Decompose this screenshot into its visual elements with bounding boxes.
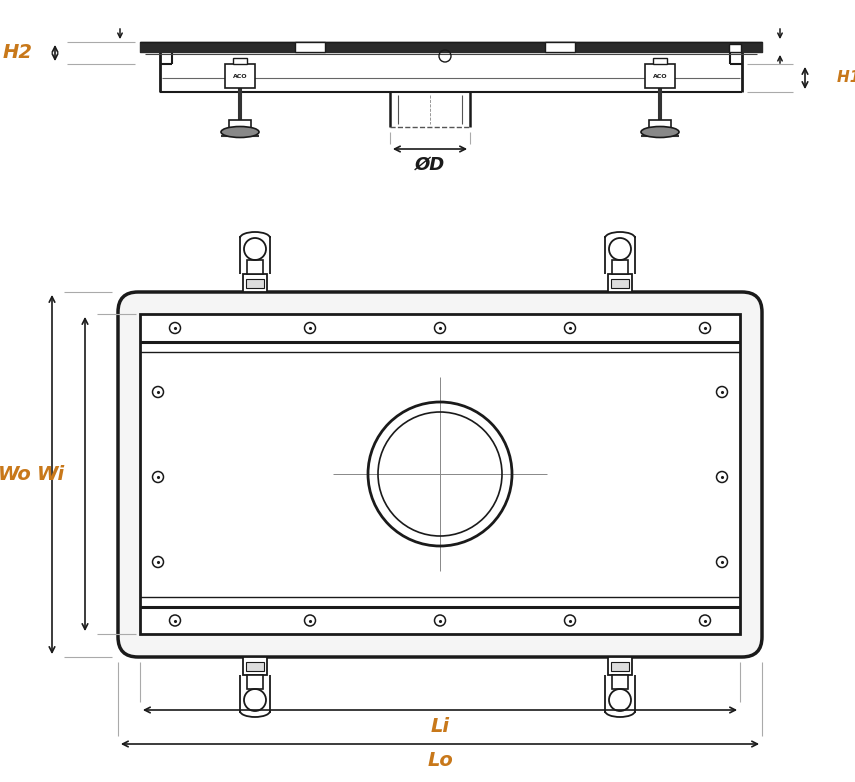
Bar xyxy=(233,58,247,64)
Bar xyxy=(246,279,264,288)
Text: H2: H2 xyxy=(3,44,33,63)
Bar xyxy=(295,42,325,52)
Text: Li: Li xyxy=(431,718,450,737)
Text: H1 = 50: H1 = 50 xyxy=(837,70,855,85)
Bar xyxy=(246,662,264,671)
Bar xyxy=(611,662,629,671)
Bar xyxy=(225,64,255,88)
Text: Wo: Wo xyxy=(0,465,32,484)
Bar xyxy=(243,657,267,675)
Ellipse shape xyxy=(641,127,679,138)
Bar xyxy=(243,274,267,292)
Bar xyxy=(612,260,628,274)
Bar xyxy=(229,120,251,129)
Bar xyxy=(608,274,632,292)
Text: ACO: ACO xyxy=(233,74,247,78)
Bar xyxy=(649,120,671,129)
Bar xyxy=(729,44,741,52)
Bar xyxy=(645,64,675,88)
FancyBboxPatch shape xyxy=(118,292,762,657)
Bar xyxy=(611,279,629,288)
Text: ACO: ACO xyxy=(652,74,667,78)
Text: Wi: Wi xyxy=(37,465,65,483)
Bar xyxy=(612,675,628,689)
Bar xyxy=(247,260,263,274)
Bar xyxy=(140,314,740,634)
Text: ØD: ØD xyxy=(415,156,445,174)
Bar xyxy=(653,58,667,64)
Bar xyxy=(545,42,575,52)
Bar xyxy=(608,657,632,675)
Ellipse shape xyxy=(221,127,259,138)
Bar xyxy=(247,675,263,689)
Text: Lo: Lo xyxy=(428,752,453,770)
